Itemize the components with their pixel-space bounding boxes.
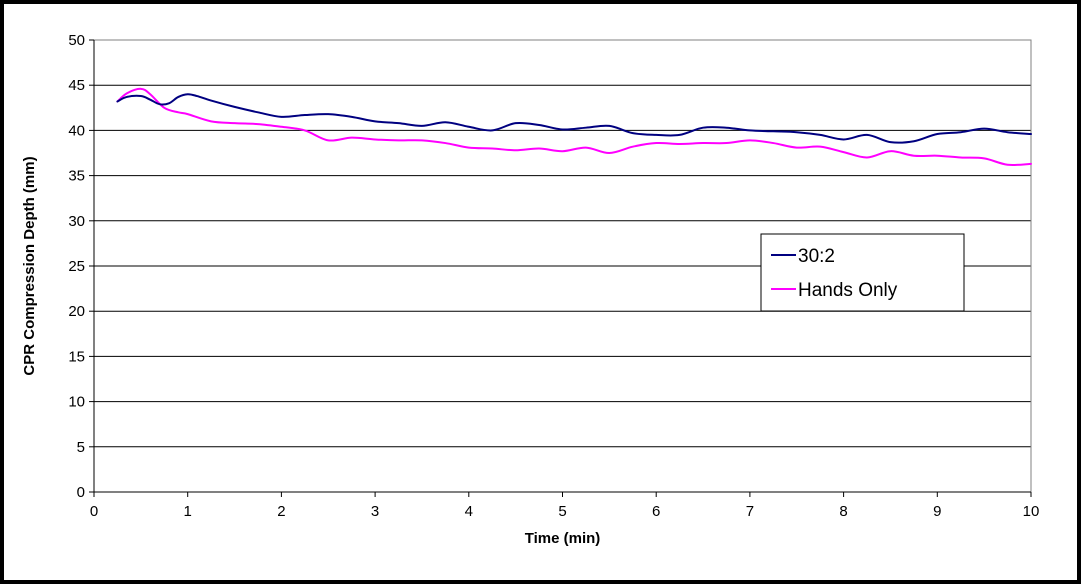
y-tick-label-40: 40	[68, 122, 85, 139]
x-tick-label-3: 3	[371, 503, 379, 520]
y-axis-title: CPR Compression Depth (mm)	[21, 156, 38, 375]
y-tick-label-35: 35	[68, 168, 85, 185]
legend-label-hands-only: Hands Only	[798, 280, 898, 301]
x-tick-label-4: 4	[465, 503, 473, 520]
y-tick-label-0: 0	[77, 484, 85, 501]
legend-box	[760, 233, 965, 312]
x-tick-label-8: 8	[839, 503, 847, 520]
x-tick-label-9: 9	[933, 503, 941, 520]
y-tick-label-10: 10	[68, 394, 85, 411]
y-tick-label-50: 50	[68, 32, 85, 49]
x-tick-label-7: 7	[746, 503, 754, 520]
x-axis-title: Time (min)	[525, 530, 601, 547]
x-tick-label-0: 0	[90, 503, 98, 520]
legend: 30:2 Hands Only	[760, 233, 965, 312]
y-tick-label-20: 20	[68, 303, 85, 320]
x-tick-label-5: 5	[558, 503, 566, 520]
x-tick-label-6: 6	[652, 503, 660, 520]
y-tick-label-15: 15	[68, 348, 85, 365]
series-line-hands-only	[116, 87, 1032, 167]
legend-label-30-2: 30:2	[798, 246, 835, 267]
x-tick-label-1: 1	[184, 503, 192, 520]
y-tick-label-30: 30	[68, 213, 85, 230]
x-tick-label-10: 10	[1023, 503, 1040, 520]
x-tick-label-2: 2	[277, 503, 285, 520]
y-tick-label-25: 25	[68, 258, 85, 275]
series-line-30-2	[116, 93, 1032, 144]
y-tick-label-45: 45	[68, 77, 85, 94]
axes	[89, 39, 1032, 497]
y-tick-label-5: 5	[77, 439, 85, 456]
series-lines	[116, 87, 1032, 167]
